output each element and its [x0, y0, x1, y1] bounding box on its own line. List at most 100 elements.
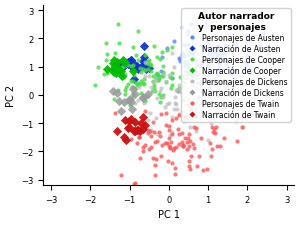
Point	[248, 72, 253, 76]
Point	[216, 105, 220, 108]
Point	[177, 83, 182, 87]
Point	[151, 189, 156, 192]
Point	[189, 109, 194, 113]
Point	[176, 142, 181, 146]
Point	[136, 81, 141, 85]
Point	[173, 102, 178, 106]
Point	[195, 63, 200, 67]
Point	[170, 77, 175, 81]
Point	[138, 83, 142, 87]
Point	[188, 118, 193, 121]
Point	[141, 116, 146, 120]
Point	[190, 142, 195, 146]
Point	[189, 23, 194, 26]
Point	[232, 70, 237, 73]
Point	[205, 40, 210, 43]
Point	[172, 172, 177, 176]
Point	[143, 110, 148, 113]
Point	[217, 56, 222, 60]
Point	[199, 137, 203, 140]
Point	[243, 116, 248, 120]
Point	[126, 126, 131, 130]
Point	[114, 61, 119, 65]
Point	[186, 72, 190, 76]
Point	[194, 73, 199, 77]
Point	[125, 101, 130, 104]
Point	[222, 44, 227, 48]
Point	[216, 54, 220, 58]
Point	[248, 68, 252, 72]
Point	[135, 128, 140, 132]
Legend: Personajes de Austen, Narración de Austen, Personajes de Cooper, Narración de Co: Personajes de Austen, Narración de Auste…	[181, 9, 291, 122]
Point	[148, 130, 152, 133]
Point	[197, 154, 202, 158]
Point	[218, 68, 222, 72]
Point	[142, 69, 147, 72]
Point	[158, 101, 163, 104]
Point	[161, 93, 166, 97]
Point	[182, 44, 186, 47]
Point	[187, 160, 192, 163]
Point	[117, 99, 122, 103]
Point	[122, 61, 127, 64]
Point	[191, 147, 196, 151]
Point	[112, 98, 117, 102]
Point	[173, 117, 178, 120]
Point	[142, 54, 147, 58]
Point	[193, 58, 198, 61]
Point	[105, 72, 110, 76]
Point	[134, 82, 139, 86]
Point	[152, 45, 157, 48]
Point	[182, 79, 187, 82]
Point	[214, 89, 219, 92]
Point	[199, 90, 204, 93]
Point	[165, 141, 170, 145]
Point	[180, 85, 184, 89]
Point	[220, 69, 225, 72]
Point	[112, 59, 116, 62]
Point	[143, 99, 148, 103]
Point	[196, 113, 201, 117]
Point	[153, 90, 158, 93]
Point	[146, 67, 151, 70]
Point	[242, 61, 247, 64]
Point	[130, 86, 135, 89]
Point	[180, 52, 185, 56]
Point	[170, 84, 175, 88]
Point	[133, 182, 138, 185]
Point	[243, 66, 248, 70]
Point	[213, 47, 218, 51]
Point	[214, 92, 219, 95]
Point	[156, 79, 161, 83]
Point	[184, 61, 189, 65]
Point	[167, 101, 171, 105]
Point	[215, 57, 220, 61]
Point	[169, 77, 174, 81]
Point	[148, 146, 153, 149]
Point	[133, 120, 137, 124]
Point	[154, 76, 158, 80]
Point	[218, 145, 223, 148]
Point	[136, 30, 140, 34]
Point	[130, 80, 135, 83]
Point	[130, 46, 135, 49]
Point	[119, 75, 124, 79]
Point	[215, 46, 220, 50]
Point	[232, 83, 237, 87]
Point	[212, 83, 217, 86]
Point	[156, 78, 161, 82]
Point	[123, 89, 128, 92]
Point	[182, 55, 186, 58]
Point	[149, 135, 154, 138]
Point	[185, 140, 190, 144]
Point	[103, 58, 108, 62]
Point	[188, 107, 192, 110]
Point	[187, 164, 191, 168]
Point	[177, 76, 182, 79]
Point	[194, 88, 199, 92]
Point	[126, 120, 131, 123]
Point	[212, 81, 217, 85]
Point	[136, 98, 140, 102]
Point	[123, 72, 128, 76]
Point	[191, 103, 196, 107]
